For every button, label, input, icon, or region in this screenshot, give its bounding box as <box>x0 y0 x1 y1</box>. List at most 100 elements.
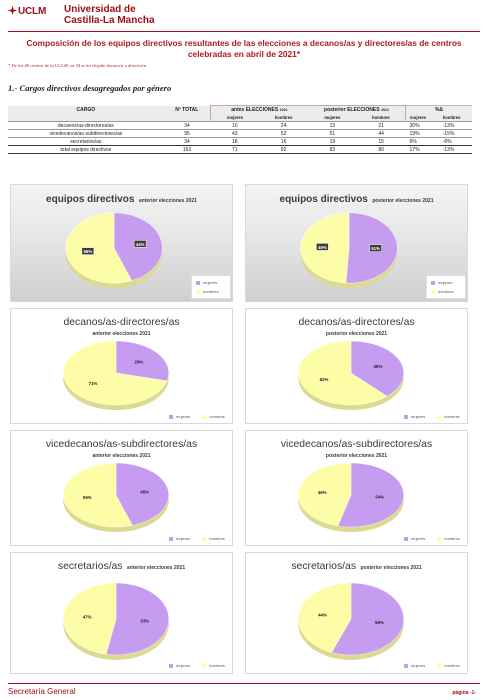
table-row: decanos/as-directores/as 34 10 24 13 21 … <box>8 121 472 130</box>
uclm-logo: UCLM <box>8 6 46 17</box>
chart-title: decanos/as-directores/as <box>63 317 180 328</box>
chart-panel-vicedecanos-anterior: vicedecanos/as-subdirectores/as anterior… <box>10 430 233 546</box>
logo-text: UCLM <box>18 6 47 17</box>
pie-data-label: 54% <box>375 495 384 500</box>
chart-legend: mujeres hombres <box>404 663 472 668</box>
chart-panel-secretarios-posterior: secretarios/as posterior elecciones 2021… <box>245 552 468 674</box>
sub-antes-hombres: hombres <box>259 113 308 122</box>
chart-subtitle: anterior elecciones 2021 <box>138 198 197 204</box>
chart-legend: mujeres hombres <box>191 275 231 299</box>
pie-slice-hombres <box>63 582 117 655</box>
chart-panel-equipos-posterior: equipos directivos posterior elecciones … <box>245 184 468 302</box>
cargos-table: CARGO Nº TOTAL antes ELECCIONES 2021 pos… <box>8 105 472 154</box>
pie-slice-hombres <box>65 212 133 284</box>
header-delta: %Δ <box>405 105 472 114</box>
pie-chart: 54% 46% <box>298 462 404 532</box>
uclm-emblem-icon <box>8 6 17 15</box>
chart-subtitle: posterior elecciones 2021 <box>325 331 388 337</box>
pie-slice-mujeres <box>115 462 169 526</box>
chart-panel-equipos-anterior: equipos directivos anterior elecciones 2… <box>10 184 233 302</box>
university-name: Universidad de Castilla-La Mancha <box>64 4 155 26</box>
chart-subtitle: posterior elecciones 2021 <box>360 565 422 571</box>
header-posterior: posterior ELECCIONES 2021 <box>307 105 407 114</box>
pie-data-label: 47% <box>83 615 92 620</box>
pie-chart: 38% 62% <box>298 340 404 410</box>
chart-legend: mujeres hombres <box>404 414 472 419</box>
header-divider <box>8 31 480 32</box>
page-header: UCLM Universidad de Castilla-La Mancha <box>8 2 480 30</box>
pie-label-box <box>369 244 382 252</box>
pie-chart: 53% 47% <box>63 582 169 660</box>
table-subheader-row: mujeres hombres mujeres hombres mujeres … <box>8 113 472 122</box>
pie-slice-hombres <box>298 462 352 527</box>
chart-subtitle: posterior elecciones 2021 <box>372 198 434 204</box>
chart-legend: mujeres hombres <box>169 414 237 419</box>
legend-swatch-mujeres <box>431 281 435 285</box>
footnote: * De los 40 centros de la UCLM, en 34 se… <box>8 63 148 68</box>
chart-title: vicedecanos/as-subdirectores/as <box>45 439 198 450</box>
chart-legend: mujeres hombres <box>169 536 237 541</box>
pie-slice-hombres <box>298 340 388 406</box>
pie-data-label: 44% <box>136 242 145 247</box>
chart-legend: mujeres hombres <box>426 275 466 299</box>
chart-title: equipos directivos <box>279 194 368 205</box>
pie-data-label: 29% <box>135 360 144 365</box>
sub-pct-mujeres: mujeres <box>405 113 439 122</box>
chart-panel-vicedecanos-posterior: vicedecanos/as-subdirectores/as posterio… <box>245 430 468 546</box>
header-total: Nº TOTAL <box>163 105 211 114</box>
pie-data-label: 49% <box>318 245 327 250</box>
table-row: vicedecanos/as-subdirectores/as 95 43 52… <box>8 129 472 138</box>
chart-panel-secretarios-anterior: secretarios/as anterior elecciones 2021 … <box>10 552 233 674</box>
chart-panel-decanos-anterior: decanos/as-directores/as anterior elecci… <box>10 308 233 424</box>
pie-label-box <box>316 243 329 251</box>
pie-chart: 56% 44% <box>298 582 404 660</box>
pie-slice-mujeres <box>331 582 404 656</box>
table-row: secretarios/as 34 18 16 19 15 6% -6% <box>8 137 472 146</box>
pie-data-label: 53% <box>141 618 150 623</box>
chart-title: vicedecanos/as-subdirectores/as <box>280 439 433 450</box>
sub-pct-hombres: hombres <box>438 113 472 122</box>
pie-slice-mujeres <box>105 582 169 656</box>
table-header-row: CARGO Nº TOTAL antes ELECCIONES 2021 pos… <box>8 105 472 114</box>
pie-slice-mujeres <box>350 340 404 397</box>
document-title: Composición de los equipos directivos re… <box>26 38 462 59</box>
pie-data-label: 56% <box>83 249 92 254</box>
footer-divider <box>8 683 480 684</box>
legend-swatch-mujeres <box>196 281 200 285</box>
pie-data-label: 38% <box>374 364 383 369</box>
pie-label-box <box>133 240 147 248</box>
sub-post-mujeres: mujeres <box>307 113 357 122</box>
legend-swatch-hombres <box>431 290 435 294</box>
chart-subtitle: posterior elecciones 2021 <box>325 453 388 459</box>
pie-data-label: 71% <box>89 381 98 386</box>
footer-department: Secretaría General <box>8 687 76 696</box>
legend-swatch-hombres <box>196 290 200 294</box>
pie-data-label: 46% <box>318 490 327 495</box>
sub-post-hombres: hombres <box>356 113 407 122</box>
pie-slice-mujeres <box>337 462 404 528</box>
chart-title: decanos/as-directores/as <box>298 317 415 328</box>
pie-data-label: 56% <box>375 620 384 625</box>
pie-label-box <box>81 247 95 255</box>
chart-subtitle: anterior elecciones 2021 <box>127 565 186 571</box>
chart-title: secretarios/as <box>57 561 123 572</box>
chart-title: equipos directivos <box>46 194 135 205</box>
pie-slice-hombres <box>298 582 352 653</box>
chart-subtitle: anterior elecciones 2021 <box>92 453 151 459</box>
pie-chart: 44% 56% <box>65 212 163 289</box>
pie-chart: 45% 55% <box>63 462 169 532</box>
pie-chart: 51% 49% <box>300 212 398 289</box>
chart-title: secretarios/as <box>291 561 357 572</box>
header-cargo: CARGO <box>8 105 164 114</box>
pie-data-label: 55% <box>83 495 92 500</box>
pie-slice-mujeres <box>115 340 169 382</box>
sub-antes-mujeres: mujeres <box>209 113 260 122</box>
chart-legend: mujeres hombres <box>169 663 237 668</box>
section-heading: 1.- Cargos directivos desagregados por g… <box>8 83 172 93</box>
chart-subtitle: anterior elecciones 2021 <box>92 331 151 337</box>
header-antes: antes ELECCIONES 2021 <box>209 105 308 114</box>
table-row-total: total equipos directivos 163 71 92 83 80… <box>8 145 472 154</box>
pie-data-label: 45% <box>140 490 149 495</box>
pie-data-label: 44% <box>318 613 327 618</box>
pie-slice-hombres <box>63 340 168 406</box>
